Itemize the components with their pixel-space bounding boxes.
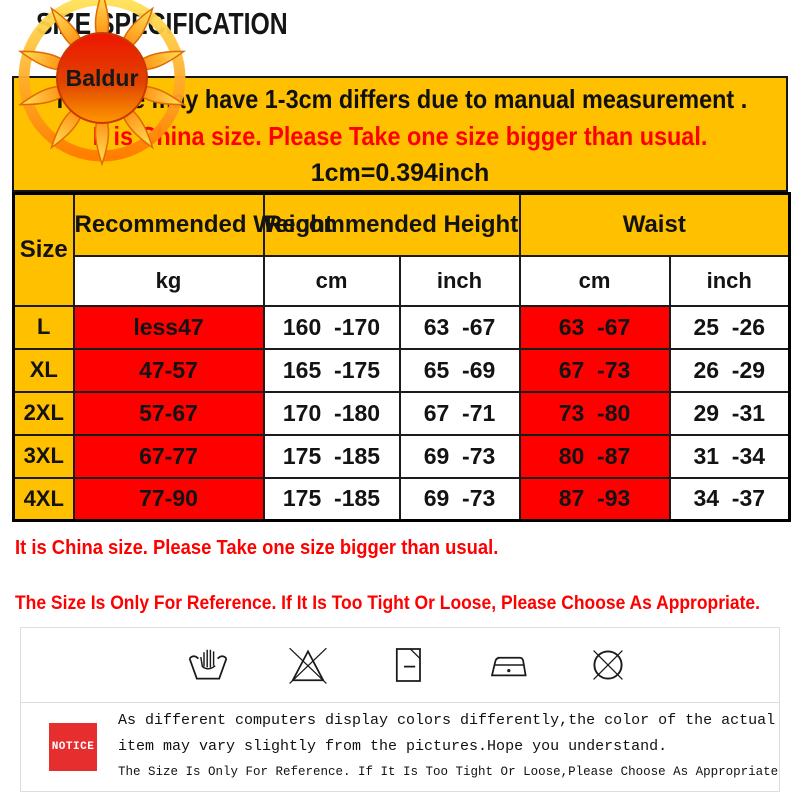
- height-inch-cell: 67 -71: [398, 390, 521, 436]
- size-cell: 4XL: [12, 476, 75, 522]
- banner-line-china-size: It is China size. Please Take one size b…: [92, 121, 708, 151]
- unit-header-height-inch: inch: [398, 254, 521, 307]
- waist-cm-cell: 67 -73: [518, 347, 671, 393]
- height-cm-cell: 160 -170: [262, 304, 401, 350]
- weight-cell: 57-67: [72, 390, 265, 436]
- size-cell: L: [12, 304, 75, 350]
- iron-low-heat-icon: [490, 656, 527, 677]
- do-not-bleach-icon: [289, 647, 327, 684]
- notice-line-2: item may vary slightly from the pictures…: [118, 738, 668, 755]
- table-row-XL: XL 47-57 165 -175 65 -69 67 -73 26 -29: [12, 347, 791, 393]
- notice-badge: NOTICE: [49, 723, 97, 771]
- unit-header-height-cm: cm: [262, 254, 401, 307]
- brand-name: Baldur: [66, 65, 139, 91]
- col-header-height: Recommended Height: [262, 192, 521, 257]
- waist-inch-cell: 26 -29: [668, 347, 791, 393]
- col-header-weight: Recommended Weight: [72, 192, 333, 257]
- table-row-4XL: 4XL 77-90 175 -185 69 -73 87 -93 34 -37: [12, 476, 791, 522]
- measurement-banner: The size may have 1-3cm differs due to m…: [12, 76, 788, 192]
- weight-cell: 47-57: [72, 347, 265, 393]
- weight-cell: less47: [72, 304, 265, 350]
- notice-text: As different computers display colors di…: [118, 703, 779, 779]
- size-cell: XL: [12, 347, 75, 393]
- weight-cell: 77-90: [72, 476, 265, 522]
- notice-line-3: The Size Is Only For Reference. If It Is…: [118, 765, 779, 779]
- weight-cell: 67-77: [72, 433, 265, 479]
- size-cell: 3XL: [12, 433, 75, 479]
- waist-inch-cell: 25 -26: [668, 304, 791, 350]
- size-cell: 2XL: [12, 390, 75, 436]
- care-symbols-strip: [20, 627, 780, 703]
- waist-inch-cell: 29 -31: [668, 390, 791, 436]
- unit-header-waist-inch: inch: [668, 254, 791, 307]
- waist-inch-cell: 34 -37: [668, 476, 791, 522]
- table-row-2XL: 2XL 57-67 170 -180 67 -71 73 -80 29 -31: [12, 390, 791, 436]
- height-cm-cell: 175 -185: [262, 433, 401, 479]
- waist-cm-cell: 63 -67: [518, 304, 671, 350]
- size-table: Size Recommended Weight Recommended Heig…: [12, 192, 791, 522]
- waist-cm-cell: 80 -87: [518, 433, 671, 479]
- height-inch-cell: 63 -67: [398, 304, 521, 350]
- height-inch-cell: 69 -73: [398, 433, 521, 479]
- baldur-sun-logo-icon: Baldur: [17, 0, 187, 167]
- height-cm-cell: 170 -180: [262, 390, 401, 436]
- table-row-L: L less47 160 -170 63 -67 63 -67 25 -26: [12, 304, 791, 350]
- height-cm-cell: 175 -185: [262, 476, 401, 522]
- do-not-dry-clean-icon: [593, 650, 623, 680]
- unit-header-waist-cm: cm: [518, 254, 671, 307]
- notice-line-1: As different computers display colors di…: [118, 712, 776, 729]
- col-header-waist: Waist: [518, 192, 791, 257]
- drip-dry-icon: [395, 648, 421, 682]
- unit-header-kg: kg: [72, 254, 265, 307]
- waist-inch-cell: 31 -34: [668, 433, 791, 479]
- height-cm-cell: 165 -175: [262, 347, 401, 393]
- hand-wash-icon: [188, 649, 228, 680]
- col-header-size: Size: [12, 192, 75, 307]
- waist-cm-cell: 87 -93: [518, 476, 671, 522]
- table-row-3XL: 3XL 67-77 175 -185 69 -73 80 -87 31 -34: [12, 433, 791, 479]
- waist-cm-cell: 73 -80: [518, 390, 671, 436]
- notice-panel: NOTICE As different computers display co…: [20, 702, 780, 792]
- china-size-note: It is China size. Please Take one size b…: [15, 537, 499, 559]
- reference-size-note: The Size Is Only For Reference. If It Is…: [15, 593, 760, 614]
- height-inch-cell: 65 -69: [398, 347, 521, 393]
- banner-line-conversion: 1cm=0.394inch: [310, 159, 490, 187]
- height-inch-cell: 69 -73: [398, 476, 521, 522]
